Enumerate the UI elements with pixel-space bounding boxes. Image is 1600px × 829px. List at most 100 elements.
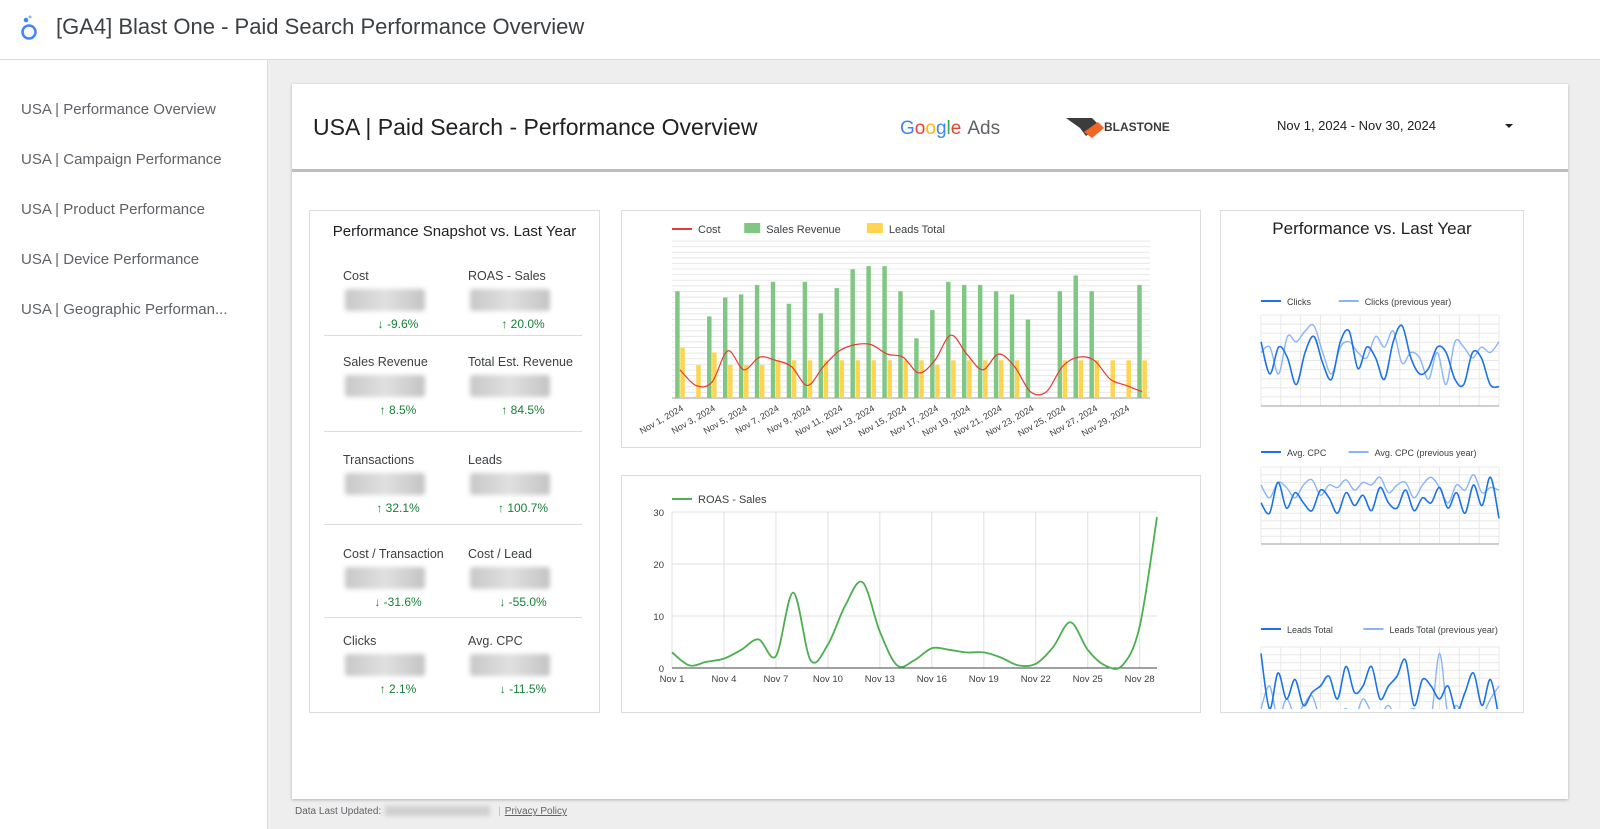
current-year-line[interactable] (1260, 476, 1500, 519)
sales-revenue-bar[interactable] (882, 266, 887, 398)
arrow-up-icon: ↑ (379, 682, 389, 696)
leads-total-bar[interactable] (951, 360, 956, 398)
sales-revenue-bar[interactable] (1089, 291, 1094, 398)
leads-total-bar[interactable] (919, 360, 924, 398)
arrow-up-icon: ↑ (501, 403, 511, 417)
leads-total-bar[interactable] (775, 360, 781, 398)
leads-total-bar[interactable] (935, 365, 940, 398)
sales-revenue-bar[interactable] (754, 284, 760, 398)
sales-revenue-bar[interactable] (898, 291, 903, 398)
leads-total-bar[interactable] (696, 365, 701, 398)
leads-total-bar[interactable] (1014, 360, 1020, 398)
metric-value-redacted (345, 654, 425, 676)
leads-total-bar[interactable] (983, 360, 988, 398)
sales-revenue-bar[interactable] (961, 284, 967, 398)
sales-revenue-bar[interactable] (786, 303, 792, 398)
sales-revenue-bar[interactable] (1009, 294, 1015, 398)
metric-card: Cost / Transaction ↓ -31.6% (343, 547, 463, 609)
caret-down-icon[interactable] (1505, 124, 1513, 128)
leads-total-bar[interactable] (744, 365, 749, 398)
leads-total-bar[interactable] (791, 360, 797, 398)
roas-line[interactable] (671, 517, 1158, 670)
arrow-down-icon: ↓ (377, 317, 387, 331)
leads-total-bar[interactable] (839, 360, 845, 398)
sales-revenue-bar[interactable] (738, 294, 744, 398)
sidebar-item-device-performance[interactable]: USA | Device Performance (21, 251, 200, 268)
leads-total-bar[interactable] (712, 352, 717, 398)
leads-total-bar[interactable] (855, 360, 861, 398)
sidebar-item-performance-overview[interactable]: USA | Performance Overview (21, 101, 216, 118)
sales-revenue-bar[interactable] (707, 316, 712, 398)
metric-card: Clicks ↑ 2.1% (343, 634, 463, 696)
sales-revenue-bar[interactable] (946, 281, 951, 398)
previous-year-line[interactable] (1260, 474, 1500, 504)
leads-total-bar[interactable] (887, 360, 892, 398)
looker-studio-logo-icon[interactable] (18, 14, 40, 42)
sidebar: USA | Performance Overview USA | Campaig… (0, 60, 268, 829)
legend-label: Avg. CPC (previous year) (1375, 448, 1477, 458)
sales-revenue-bar[interactable] (993, 291, 999, 398)
leads-total-bar[interactable] (1094, 360, 1100, 398)
leads-total-bar[interactable] (967, 360, 972, 398)
y-tick-label: 10 (653, 612, 664, 623)
sales-revenue-bar[interactable] (722, 297, 728, 398)
sales-revenue-bar[interactable] (802, 281, 808, 398)
sales-revenue-bar[interactable] (834, 288, 839, 398)
report-title: [GA4] Blast One - Paid Search Performanc… (56, 14, 585, 39)
sales-revenue-bar[interactable] (675, 291, 680, 398)
metric-label: Leads (468, 453, 503, 467)
footer: Data Last Updated: | Privacy Policy (295, 806, 567, 817)
sales-revenue-bar[interactable] (930, 310, 935, 398)
leads-total-bar[interactable] (823, 360, 829, 398)
leads-total-bar[interactable] (1110, 360, 1115, 398)
metric-divider (324, 335, 582, 336)
google-letter: l (946, 118, 951, 139)
sales-revenue-bar[interactable] (850, 269, 855, 398)
previous-year-line[interactable] (1260, 323, 1500, 386)
sales-revenue-bar[interactable] (818, 313, 824, 398)
leads-total-bar[interactable] (1142, 360, 1147, 398)
current-year-line[interactable] (1260, 324, 1500, 389)
leads-total-bar[interactable] (1126, 360, 1131, 398)
roas-chart-panel: ROAS - Sales 0 10 20 30 Nov 1 Nov 4 Nov 7 Nov 10… (621, 475, 1201, 713)
y-tick-label: 0 (659, 664, 664, 675)
sidebar-item-geographic-performance[interactable]: USA | Geographic Performan... (21, 301, 228, 318)
metric-delta-value: 100.7% (507, 501, 549, 515)
metric-card: Transactions ↑ 32.1% (343, 453, 463, 515)
cost-line[interactable] (679, 334, 1143, 396)
metric-card: Sales Revenue ↑ 8.5% (343, 355, 463, 417)
leads-total-bar[interactable] (759, 365, 765, 398)
metric-value-redacted (470, 654, 550, 676)
metric-delta: ↓ -9.6% (343, 317, 453, 331)
current-year-line[interactable] (1260, 653, 1499, 710)
sales-revenue-bar[interactable] (770, 281, 776, 398)
sales-revenue-bar[interactable] (1073, 275, 1078, 398)
leads-total-bar[interactable] (998, 360, 1004, 398)
cpc-comparison-chart: Avg. CPC Avg. CPC (previous year) Nov 1 Nov… (1251, 448, 1500, 551)
sales-revenue-bar[interactable] (1137, 284, 1142, 398)
metric-delta-value: -31.6% (383, 595, 422, 609)
leads-total-bar[interactable] (1062, 360, 1068, 398)
sales-revenue-bar[interactable] (1025, 319, 1031, 399)
sales-revenue-bar[interactable] (914, 338, 919, 398)
sales-revenue-bar[interactable] (977, 284, 983, 398)
leads-total-bar[interactable] (903, 360, 908, 398)
leads-total-bar[interactable] (728, 365, 733, 398)
leads-total-bar[interactable] (1078, 360, 1084, 398)
previous-year-line[interactable] (1260, 652, 1500, 709)
x-tick-label: Nov 28 (1125, 674, 1155, 685)
leads-total-bar[interactable] (871, 360, 876, 398)
privacy-policy-link[interactable]: Privacy Policy (504, 806, 568, 817)
sales-revenue-bar[interactable] (1057, 291, 1063, 398)
sales-revenue-bar[interactable] (866, 266, 871, 398)
metric-label: Avg. CPC (468, 634, 523, 648)
legend-label: Clicks (previous year) (1365, 297, 1452, 307)
sidebar-item-product-performance[interactable]: USA | Product Performance (21, 201, 205, 218)
leads-total-bar[interactable] (807, 360, 813, 398)
legend-label: Leads Total (previous year) (1389, 625, 1497, 635)
date-range-picker[interactable]: Nov 1, 2024 - Nov 30, 2024 (1277, 118, 1517, 140)
footer-separator: | (498, 806, 501, 817)
sidebar-item-campaign-performance[interactable]: USA | Campaign Performance (21, 151, 222, 168)
metric-value-redacted (345, 567, 425, 589)
